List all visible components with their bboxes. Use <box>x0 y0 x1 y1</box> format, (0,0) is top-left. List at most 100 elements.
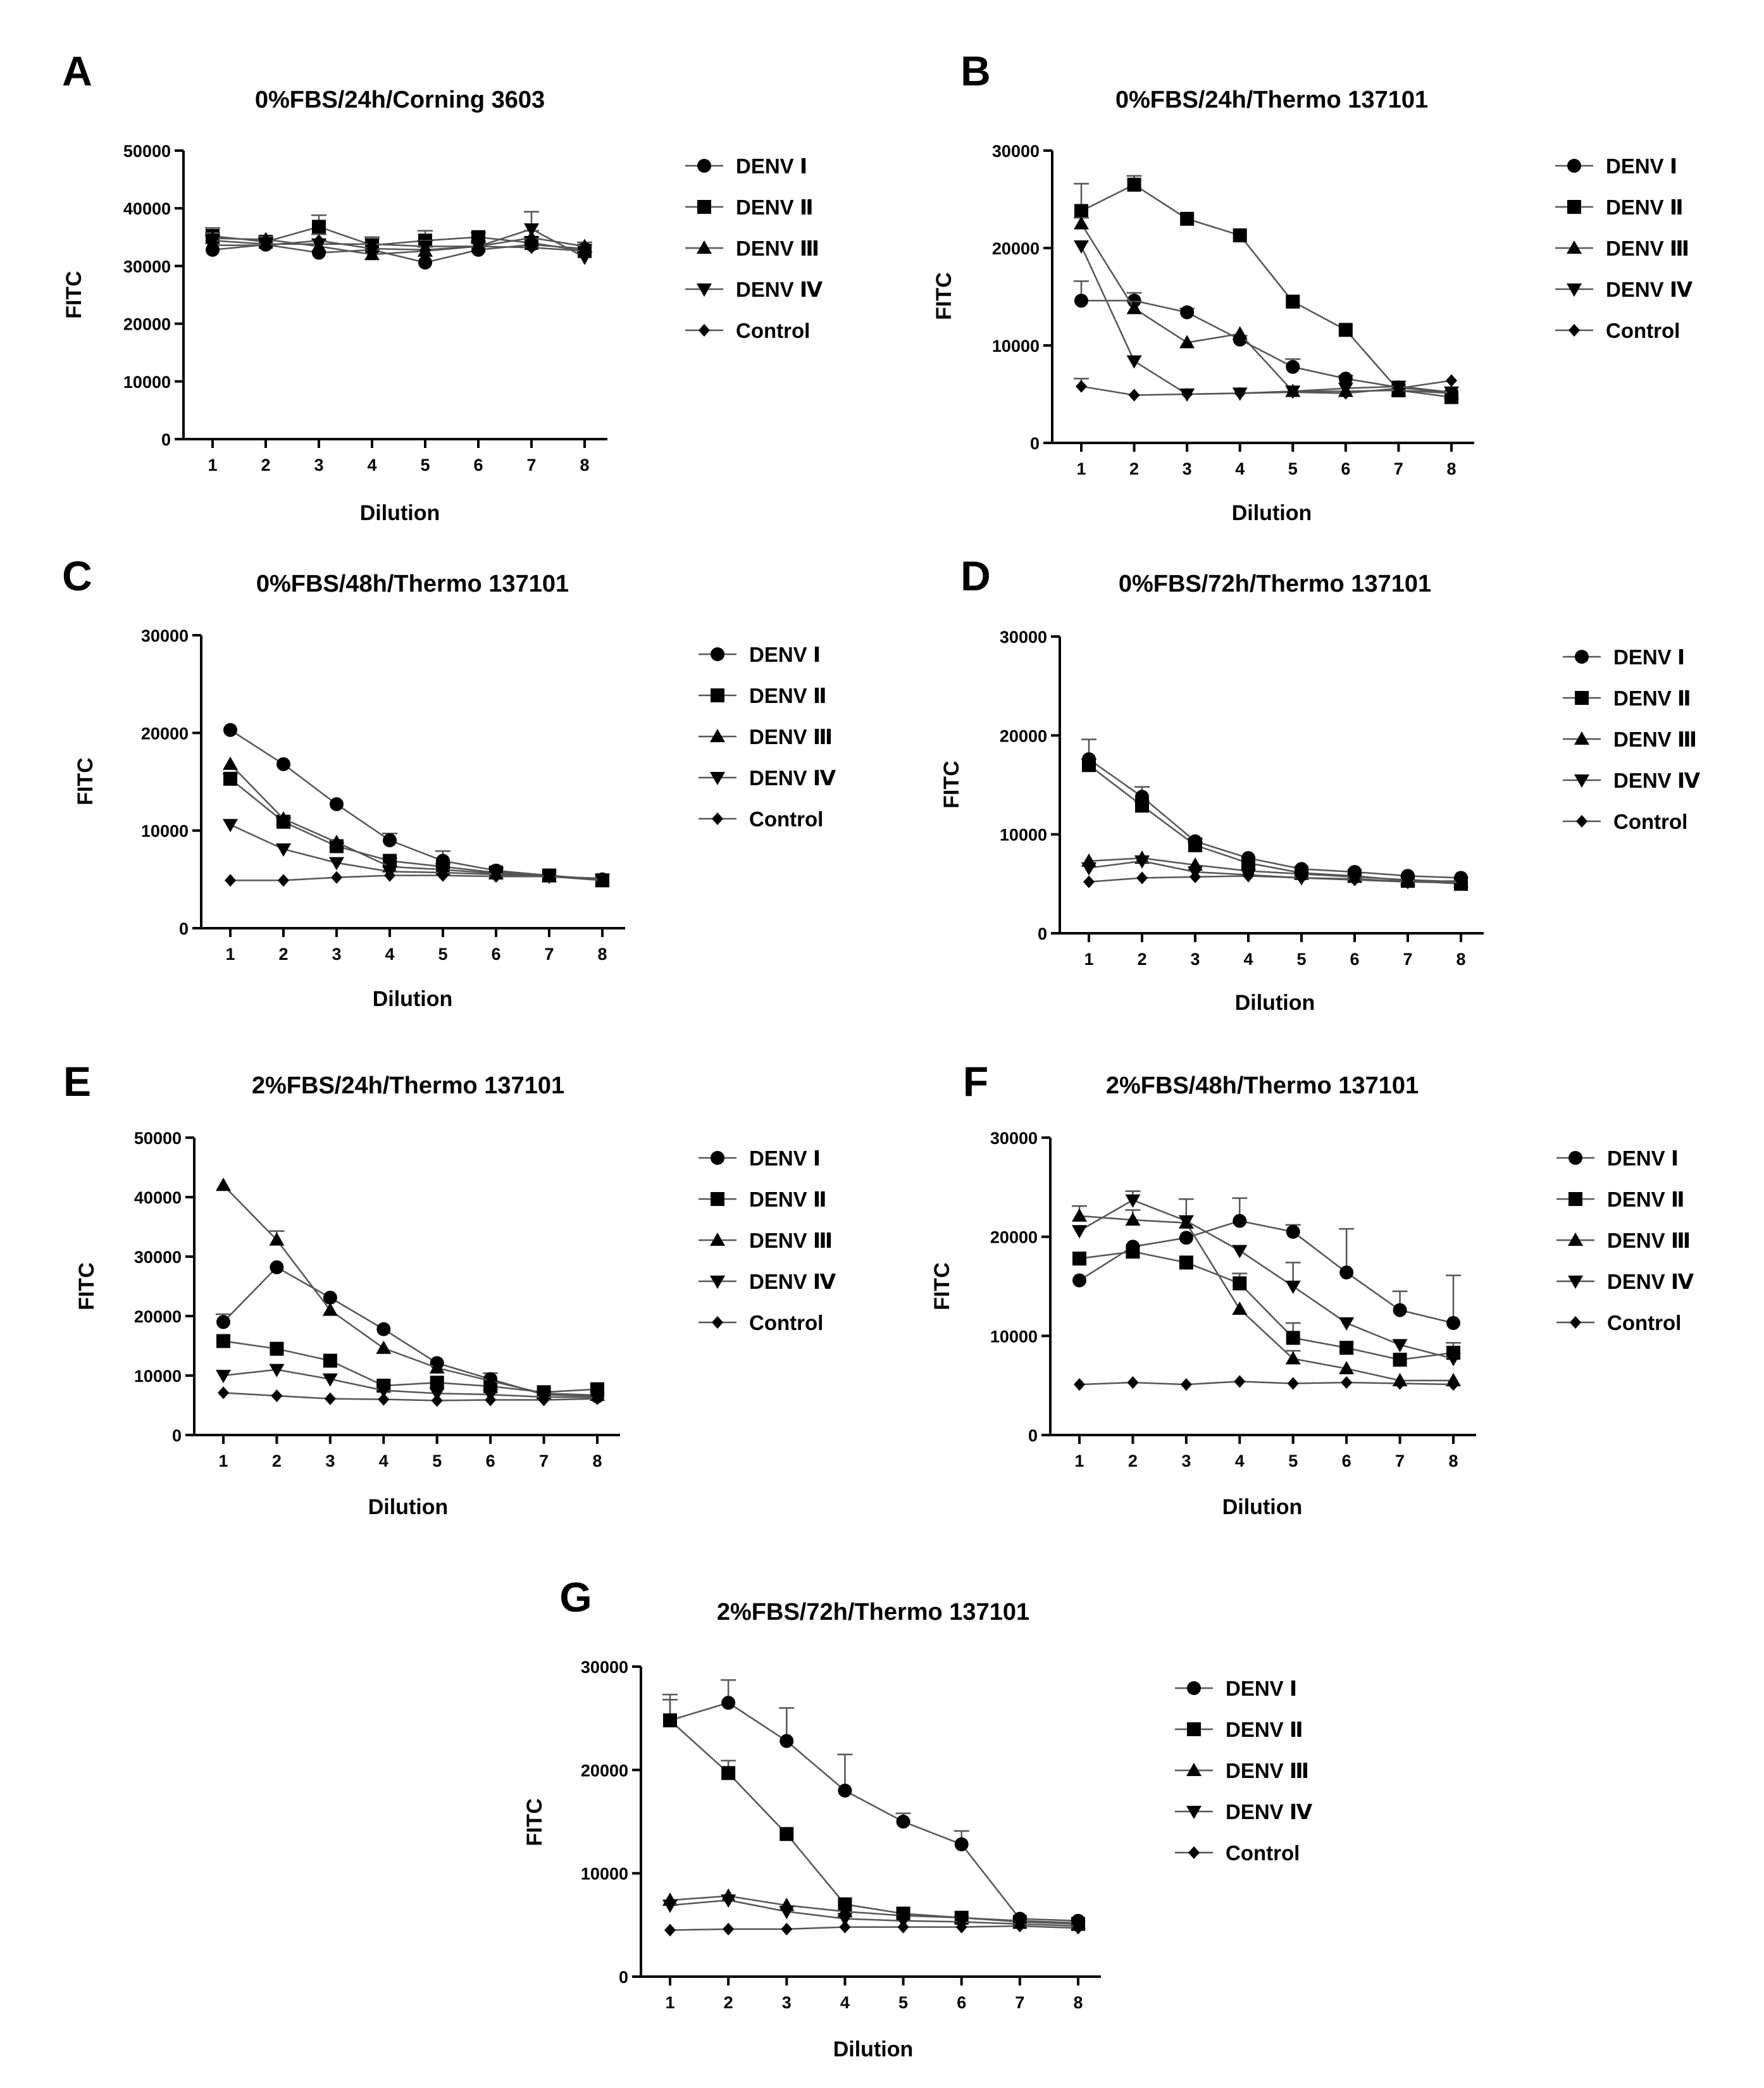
y-tick-label: 10000 <box>990 1327 1038 1346</box>
legend-label: DENV Ⅰ <box>749 1147 821 1170</box>
data-point <box>1179 1255 1193 1270</box>
legend-marker <box>1568 1276 1583 1289</box>
y-axis-label: FITC <box>932 272 956 320</box>
data-point <box>1232 326 1248 340</box>
data-point <box>216 1334 230 1348</box>
legend-label: Control <box>749 807 823 831</box>
x-tick-label: 8 <box>1456 950 1465 969</box>
y-axis-label: FITC <box>523 1798 547 1846</box>
panel-b: B 0%FBS/24h/Thermo 137101 0 10000 20000 30000… <box>932 47 1693 525</box>
data-point <box>366 242 378 256</box>
data-point <box>1188 838 1202 852</box>
legend-label: Control <box>749 1311 823 1334</box>
legend-marker <box>1574 731 1589 745</box>
x-tick-label: 4 <box>1235 459 1245 478</box>
data-point <box>1179 335 1195 349</box>
data-point <box>1125 1212 1141 1226</box>
x-tick-label: 5 <box>438 945 447 964</box>
series-5 <box>664 1919 1084 1937</box>
x-tick-label: 2 <box>261 456 270 475</box>
data-point <box>430 1376 444 1390</box>
data-point <box>723 1922 735 1936</box>
data-point <box>721 1894 736 1908</box>
data-point <box>1072 1225 1087 1239</box>
data-point <box>330 797 344 811</box>
series-2 <box>1074 175 1458 404</box>
y-tick-label: 0 <box>619 1968 628 1987</box>
data-point <box>1178 1215 1194 1229</box>
series-line <box>1081 183 1452 398</box>
legend-label: DENV Ⅲ <box>736 237 819 260</box>
y-tick-label: 50000 <box>123 142 171 161</box>
data-point <box>1074 216 1089 230</box>
data-point <box>1074 1378 1085 1391</box>
data-point <box>721 1766 736 1780</box>
legend-label: DENV Ⅲ <box>1606 237 1689 260</box>
legend-label: DENV Ⅳ <box>736 278 823 301</box>
y-tick-label: 10000 <box>141 822 189 841</box>
x-axis-label: Dilution <box>373 987 453 1011</box>
data-point <box>954 1837 969 1851</box>
data-point <box>1074 294 1088 308</box>
x-tick-label: 2 <box>278 945 288 964</box>
data-point <box>1286 359 1300 374</box>
data-point <box>431 1394 443 1407</box>
y-tick-label: 30000 <box>134 1248 182 1267</box>
x-tick-label: 2 <box>1137 950 1146 969</box>
series-5 <box>218 1386 603 1407</box>
chart-title: 0%FBS/72h/Thermo 137101 <box>1119 571 1431 597</box>
data-point <box>1181 388 1193 401</box>
data-point <box>1127 177 1141 192</box>
data-point <box>1446 1315 1460 1330</box>
panel-f: F 2%FBS/48h/Thermo 137101 0 10000 20000 30000… <box>930 1058 1694 1519</box>
series-line <box>1088 875 1462 883</box>
x-tick-label: 7 <box>1394 459 1403 478</box>
legend-marker <box>1567 283 1582 297</box>
y-tick-label: 0 <box>172 1426 182 1445</box>
data-point <box>270 1260 284 1274</box>
data-point <box>1072 1252 1086 1266</box>
legend-marker <box>710 772 725 785</box>
x-tick-label: 6 <box>957 1993 966 2012</box>
data-point <box>223 819 238 833</box>
series-1 <box>223 723 609 886</box>
legend-marker <box>712 812 723 825</box>
data-point <box>223 756 238 770</box>
data-point <box>269 1232 285 1246</box>
data-point <box>276 757 290 771</box>
legend-marker <box>710 729 725 742</box>
data-point <box>524 223 539 237</box>
legend-marker <box>711 1192 724 1206</box>
panel-letter: A <box>62 47 92 94</box>
legend: DENV Ⅰ DENV Ⅱ DENV Ⅲ DENV Ⅳ Control <box>699 1147 836 1334</box>
data-point <box>1083 875 1095 888</box>
data-point <box>1072 1922 1084 1935</box>
x-tick-label: 3 <box>325 1451 335 1470</box>
legend-label: DENV Ⅲ <box>1613 728 1697 751</box>
legend-marker <box>1567 240 1582 254</box>
data-point <box>780 1734 794 1748</box>
x-axis-label: Dilution <box>1222 1495 1303 1519</box>
series-line <box>230 729 603 881</box>
chart-title: 0%FBS/48h/Thermo 137101 <box>256 571 569 597</box>
series-line <box>669 1895 1079 1924</box>
data-point <box>1455 874 1467 888</box>
y-tick-label: 20000 <box>123 315 171 334</box>
series-1 <box>216 1260 604 1403</box>
x-tick-label: 4 <box>379 1451 388 1470</box>
series-5 <box>1074 374 1457 402</box>
x-tick-label: 1 <box>1076 459 1086 478</box>
panel-g: G 2%FBS/72h/Thermo 137101 0 10000 20000 30000… <box>523 1574 1313 2061</box>
data-point <box>1234 1375 1246 1388</box>
y-tick-label: 50000 <box>134 1129 182 1148</box>
series-line <box>223 1392 598 1401</box>
legend-label: DENV Ⅱ <box>736 196 814 219</box>
data-point <box>1076 380 1087 393</box>
chart-title: 0%FBS/24h/Thermo 137101 <box>1115 87 1428 113</box>
data-point <box>1135 799 1149 813</box>
data-point <box>1349 873 1360 886</box>
data-point <box>216 1178 231 1191</box>
data-point <box>490 870 502 883</box>
data-point <box>526 241 537 254</box>
series-line <box>223 1184 598 1396</box>
